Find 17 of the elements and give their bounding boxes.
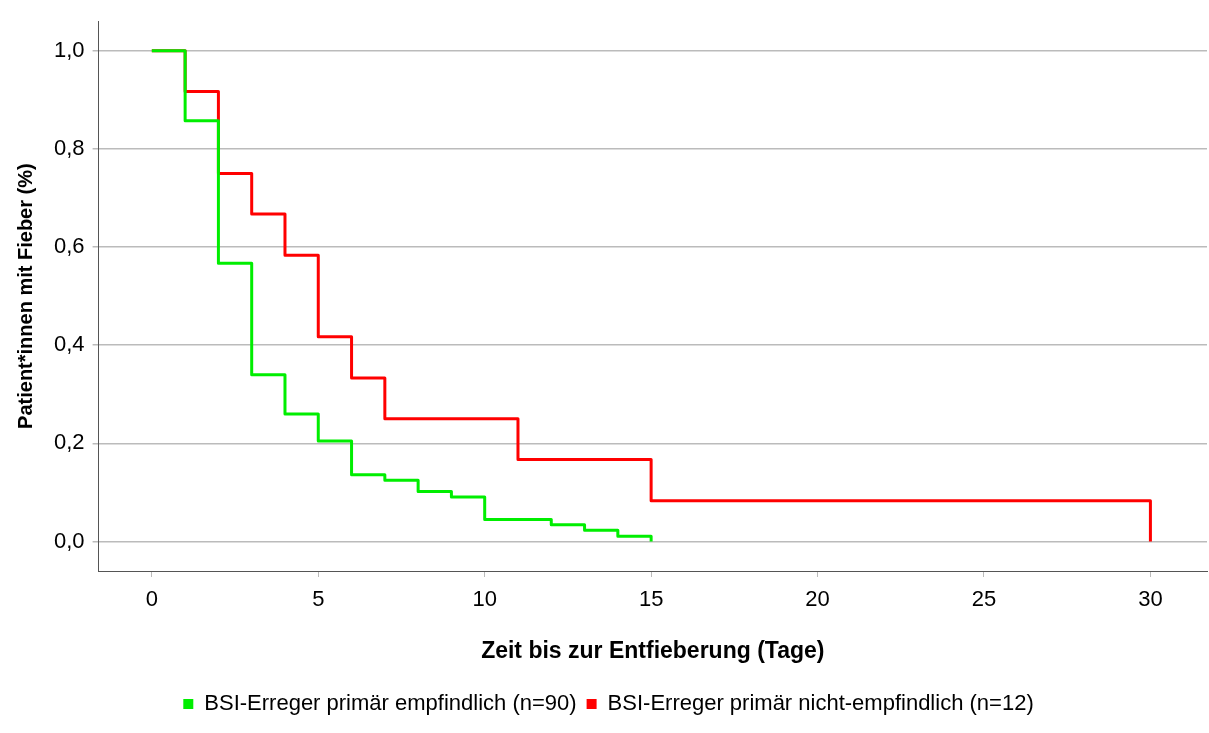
x-tick-label: 20 — [805, 586, 830, 612]
y-axis-title: Patient*innen mit Fieber (%) — [13, 163, 36, 429]
legend-label: BSI-Erreger primär empfindlich (n=90) — [204, 690, 577, 716]
x-axis-title: Zeit bis zur Entfieberung (Tage) — [481, 636, 825, 663]
x-tick-label: 10 — [472, 586, 497, 612]
y-tick-label: 0,8 — [53, 134, 85, 160]
y-tick-label: 0,4 — [53, 331, 85, 357]
x-tick-label: 25 — [971, 586, 997, 612]
x-tick-label: 0 — [145, 586, 158, 612]
x-tick-label: 15 — [638, 586, 664, 612]
x-tick-label: 30 — [1138, 586, 1163, 612]
legend-label: BSI-Erreger primär nicht-empfindlich (n=12) — [607, 690, 1034, 716]
y-tick-label: 0,2 — [53, 429, 85, 455]
x-tick-label: 5 — [312, 586, 325, 612]
y-tick-label: 0,6 — [53, 233, 85, 259]
y-tick-label: 1,0 — [53, 36, 85, 62]
y-tick-label: 0,0 — [53, 527, 85, 553]
